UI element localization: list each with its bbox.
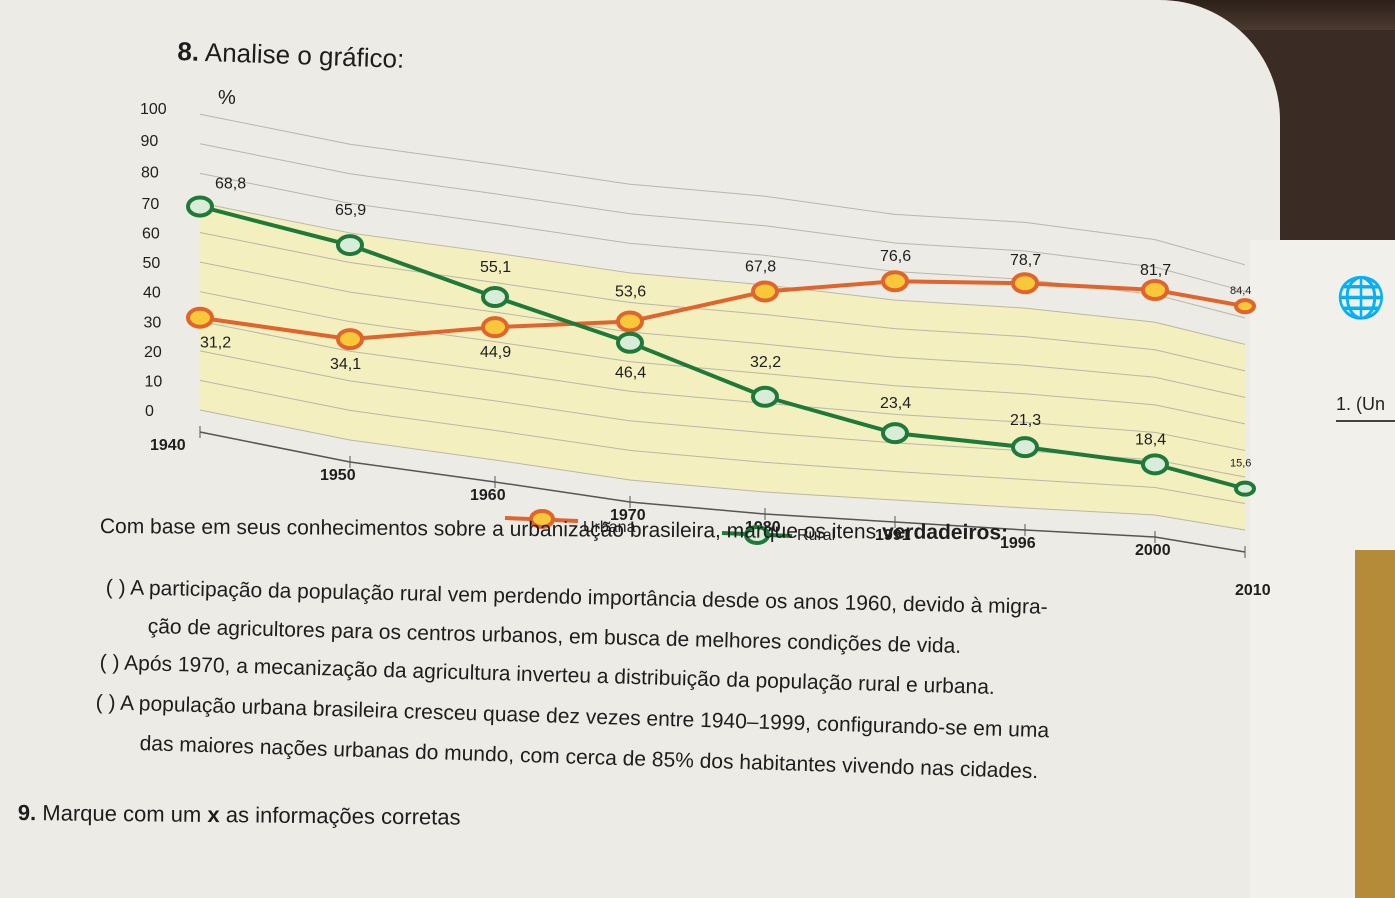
side-divider <box>1336 420 1395 422</box>
data-point-urbana <box>751 280 779 303</box>
data-label-urbana: 31,2 <box>200 335 231 352</box>
y-tick-label: 60 <box>142 226 160 243</box>
question-9-number: 9. <box>17 800 37 826</box>
data-label-urbana: 84,4 <box>1230 285 1251 297</box>
x-tick-label: 2010 <box>1235 582 1271 599</box>
data-point-urbana <box>616 310 644 333</box>
x-tick-label: 1991 <box>875 527 911 544</box>
x-tick-label: 2000 <box>1135 542 1171 559</box>
data-label-urbana: 78,7 <box>1010 252 1041 269</box>
x-tick-label: 1996 <box>1000 535 1036 552</box>
data-point-urbana <box>481 316 509 339</box>
data-point-rural <box>881 422 909 445</box>
legend-marker-urbana <box>529 509 555 529</box>
question-9-x: x <box>207 801 220 828</box>
data-label-rural: 18,4 <box>1135 431 1166 448</box>
y-tick-label: 0 <box>145 403 154 420</box>
data-point-rural <box>1011 436 1039 459</box>
data-point-rural <box>186 195 214 218</box>
legend-label-rural: Rural <box>797 527 835 544</box>
question-9: 9. Marque com um x as informações corret… <box>17 800 461 830</box>
data-point-rural <box>751 385 779 408</box>
gridline <box>199 409 1246 531</box>
gridline <box>199 261 1246 398</box>
data-label-urbana: 53,6 <box>615 283 646 300</box>
gridline <box>199 143 1246 292</box>
item-1-checkbox[interactable]: ( ) <box>105 576 126 600</box>
y-tick-label: 50 <box>143 255 161 272</box>
legend-label-urbana: Urbana <box>583 519 636 536</box>
data-label-urbana: 67,8 <box>745 258 776 275</box>
y-tick-label: 90 <box>141 133 159 150</box>
data-label-rural: 68,8 <box>215 175 246 192</box>
data-label-rural: 15,6 <box>1230 458 1251 470</box>
data-point-rural <box>1141 453 1169 476</box>
data-point-urbana <box>881 270 909 293</box>
data-point-rural <box>616 331 644 354</box>
globe-icon: 🌐 <box>1336 276 1386 320</box>
question-9-text-b: as informações corretas <box>225 802 461 830</box>
side-question-label: 1. (Un <box>1336 394 1386 414</box>
chart-legend: Urbana Rural <box>504 509 835 545</box>
prompt-bold: verdadeiros: <box>881 520 1009 545</box>
chart-series: 31,2 34,1 44,9 53,6 67,8 76,6 78,7 81,7 84,4 68,8… <box>186 175 1256 497</box>
gridline <box>199 291 1246 425</box>
y-tick-label: 10 <box>145 373 163 390</box>
data-point-urbana <box>186 306 214 329</box>
data-point-urbana <box>1141 278 1169 301</box>
x-tick-label: 1970 <box>610 507 646 524</box>
data-label-urbana: 76,6 <box>880 248 911 265</box>
data-point-urbana <box>336 328 364 351</box>
data-point-rural <box>481 286 509 309</box>
data-label-rural: 55,1 <box>480 259 511 276</box>
data-point-rural <box>336 234 364 257</box>
question-9-text-a: Marque com um <box>42 800 202 827</box>
data-label-rural: 23,4 <box>880 395 911 412</box>
data-point-rural <box>1234 480 1256 497</box>
x-tick-label: 1950 <box>320 467 356 484</box>
data-point-urbana <box>1234 298 1256 315</box>
x-tick-label: 1940 <box>150 437 186 454</box>
data-label-rural: 65,9 <box>335 202 366 219</box>
x-tick-label: 1960 <box>470 487 506 504</box>
chart-grid <box>199 113 1246 531</box>
data-label-urbana: 44,9 <box>480 344 511 361</box>
y-tick-label: 30 <box>144 314 162 331</box>
y-tick-label: 100 <box>140 101 167 118</box>
legend-marker-rural <box>744 525 770 545</box>
gridline <box>199 232 1246 372</box>
data-point-urbana <box>1011 272 1039 295</box>
next-page-image <box>1355 550 1395 898</box>
item-3-checkbox[interactable]: ( ) <box>95 691 116 715</box>
y-tick-label: 20 <box>144 344 162 361</box>
data-label-urbana: 81,7 <box>1140 262 1171 279</box>
data-label-urbana: 34,1 <box>330 356 361 373</box>
data-label-rural: 21,3 <box>1010 412 1041 429</box>
data-label-rural: 46,4 <box>615 365 646 382</box>
gridline <box>199 113 1246 266</box>
y-axis-unit-label: % <box>218 87 236 109</box>
y-tick-label: 40 <box>143 285 161 302</box>
y-tick-label: 70 <box>142 196 160 213</box>
gridline <box>199 379 1246 504</box>
y-tick-label: 80 <box>141 164 159 181</box>
x-axis-ticks: 194019501960197019801991199620002010 <box>150 426 1271 599</box>
item-2-checkbox[interactable]: ( ) <box>99 651 120 675</box>
data-label-rural: 32,2 <box>750 354 781 371</box>
